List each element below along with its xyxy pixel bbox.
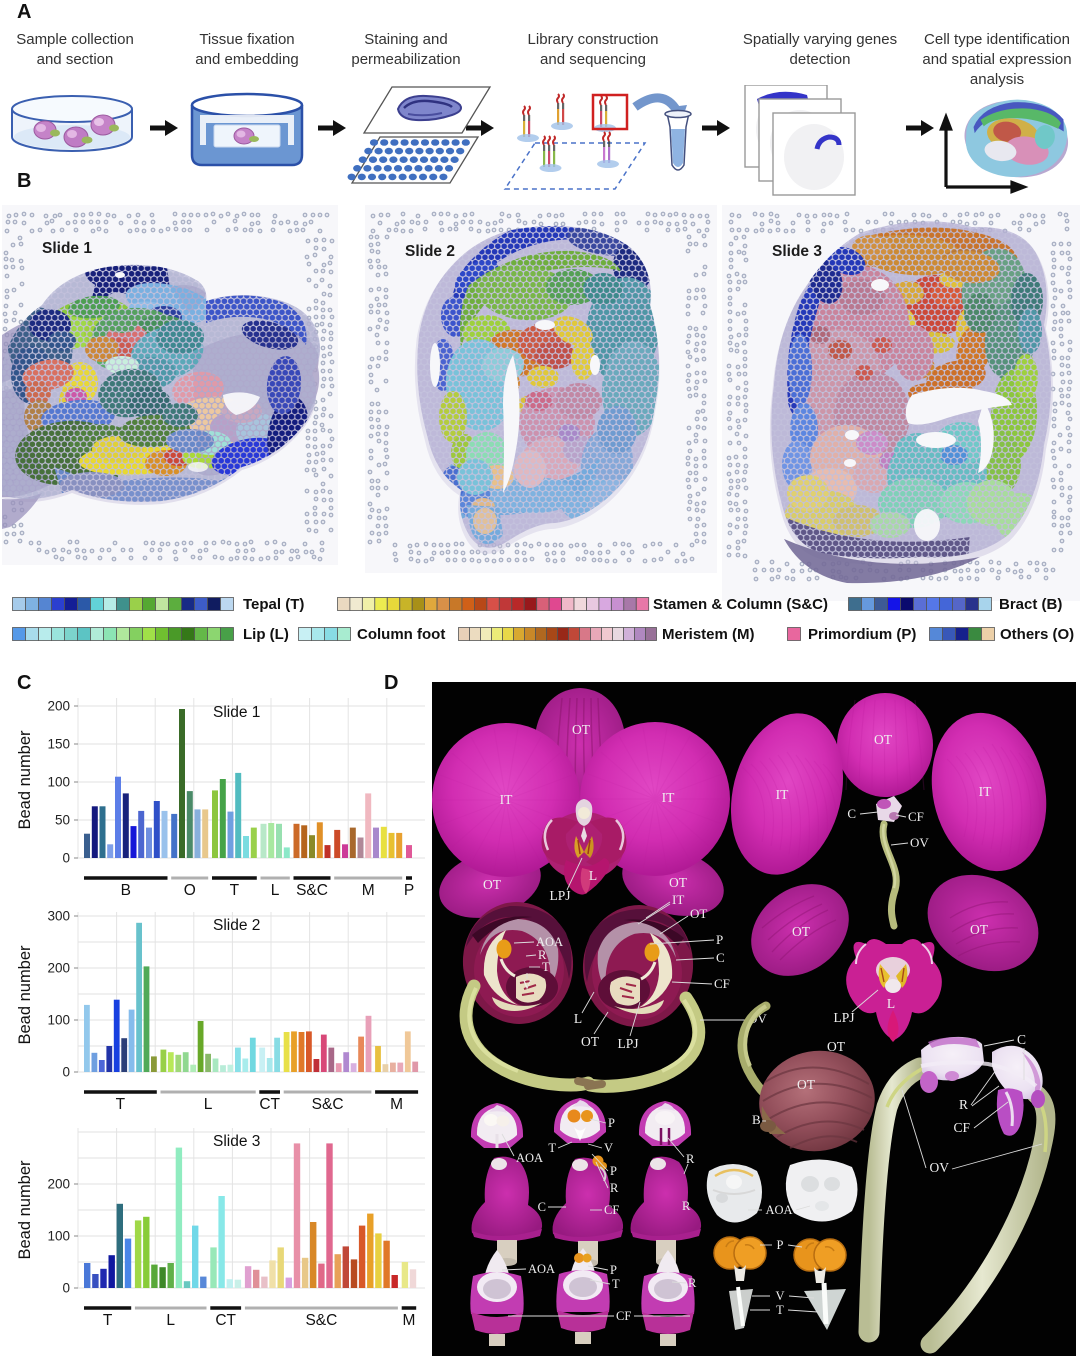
svg-text:CF: CF (604, 1203, 619, 1217)
svg-text:B: B (752, 1112, 761, 1127)
svg-text:Slide 1: Slide 1 (42, 240, 92, 257)
svg-text:P: P (610, 1164, 617, 1178)
svg-text:Slide 3: Slide 3 (213, 1133, 260, 1150)
svg-text:CF: CF (714, 976, 730, 991)
svg-text:S&C: S&C (305, 1312, 337, 1329)
svg-text:Bead number: Bead number (16, 1160, 34, 1260)
svg-text:OT: OT (572, 722, 591, 737)
svg-text:OV: OV (930, 1160, 950, 1175)
svg-text:R: R (682, 1199, 691, 1213)
svg-text:Slide 3: Slide 3 (772, 243, 822, 260)
svg-text:AOA: AOA (765, 1203, 792, 1217)
svg-text:C: C (1017, 1032, 1026, 1047)
svg-text:OT: OT (874, 732, 893, 747)
svg-text:0: 0 (62, 1065, 70, 1080)
svg-text:OT: OT (690, 906, 707, 921)
svg-text:T: T (542, 960, 550, 974)
svg-text:50: 50 (55, 813, 70, 828)
svg-text:CT: CT (259, 1096, 280, 1113)
svg-text:Bead number: Bead number (16, 945, 34, 1045)
svg-text:Slide 1: Slide 1 (213, 704, 260, 721)
svg-text:P: P (610, 1263, 617, 1277)
svg-text:O: O (184, 882, 196, 899)
svg-text:100: 100 (47, 1013, 70, 1028)
svg-text:R: R (538, 948, 547, 962)
svg-text:B: B (121, 882, 131, 899)
svg-text:OT: OT (827, 1039, 846, 1054)
svg-text:AOA: AOA (536, 935, 563, 949)
svg-text:100: 100 (47, 775, 70, 790)
svg-text:P: P (404, 882, 414, 899)
svg-text:150: 150 (47, 737, 70, 752)
svg-text:LPJ: LPJ (617, 1036, 638, 1051)
svg-text:IT: IT (672, 892, 684, 907)
svg-text:R: R (686, 1152, 695, 1166)
svg-text:Slide 2: Slide 2 (405, 243, 455, 260)
svg-text:AOA: AOA (516, 1151, 543, 1165)
svg-text:C: C (847, 806, 856, 821)
svg-text:Bead number: Bead number (16, 730, 34, 830)
svg-text:AOA: AOA (528, 1262, 555, 1276)
svg-text:V: V (522, 978, 531, 992)
svg-text:L: L (574, 1011, 582, 1026)
svg-text:200: 200 (47, 1177, 70, 1192)
svg-text:IT: IT (662, 790, 675, 805)
svg-text:T: T (230, 882, 240, 899)
svg-text:M: M (362, 882, 375, 899)
svg-text:IT: IT (776, 787, 789, 802)
svg-text:OT: OT (970, 922, 989, 937)
svg-text:200: 200 (47, 961, 70, 976)
svg-text:300: 300 (47, 909, 70, 924)
svg-text:L: L (589, 868, 597, 883)
svg-text:R: R (610, 1181, 619, 1195)
svg-text:OT: OT (792, 924, 811, 939)
svg-text:T: T (548, 1141, 556, 1155)
svg-text:L: L (887, 996, 895, 1011)
svg-text:CT: CT (215, 1312, 236, 1329)
svg-text:T: T (103, 1312, 113, 1329)
svg-text:L: L (271, 882, 280, 899)
svg-text:T: T (116, 1096, 126, 1113)
svg-text:OT: OT (669, 875, 688, 890)
svg-text:S&C: S&C (312, 1096, 344, 1113)
svg-text:CF: CF (616, 1309, 631, 1323)
svg-text:CF: CF (908, 809, 924, 824)
svg-text:C: C (538, 1200, 546, 1214)
svg-text:P: P (777, 1238, 784, 1252)
svg-text:M: M (403, 1312, 416, 1329)
svg-text:V: V (775, 1289, 784, 1303)
svg-text:S&C: S&C (296, 882, 328, 899)
svg-text:P: P (608, 1116, 615, 1130)
svg-text:0: 0 (62, 851, 70, 866)
svg-text:L: L (204, 1096, 213, 1113)
svg-text:IT: IT (500, 792, 513, 807)
svg-text:LPJ: LPJ (833, 1010, 854, 1025)
svg-text:V: V (604, 1141, 613, 1155)
svg-text:200: 200 (47, 699, 70, 714)
svg-text:P: P (716, 932, 723, 947)
svg-text:0: 0 (62, 1281, 70, 1296)
svg-text:100: 100 (47, 1229, 70, 1244)
svg-text:OT: OT (483, 877, 502, 892)
svg-text:C: C (716, 950, 725, 965)
svg-text:T: T (776, 1303, 784, 1317)
svg-text:OT: OT (797, 1077, 816, 1092)
svg-text:LPJ: LPJ (549, 888, 570, 903)
svg-text:M: M (390, 1096, 403, 1113)
svg-text:CF: CF (953, 1120, 970, 1135)
svg-text:R: R (959, 1097, 968, 1112)
svg-text:L: L (166, 1312, 175, 1329)
svg-text:OV: OV (910, 835, 929, 850)
svg-text:IT: IT (979, 784, 992, 799)
svg-text:T: T (612, 1277, 620, 1291)
svg-text:R: R (688, 1276, 697, 1290)
svg-text:Slide 2: Slide 2 (213, 917, 260, 934)
svg-text:OT: OT (581, 1034, 600, 1049)
